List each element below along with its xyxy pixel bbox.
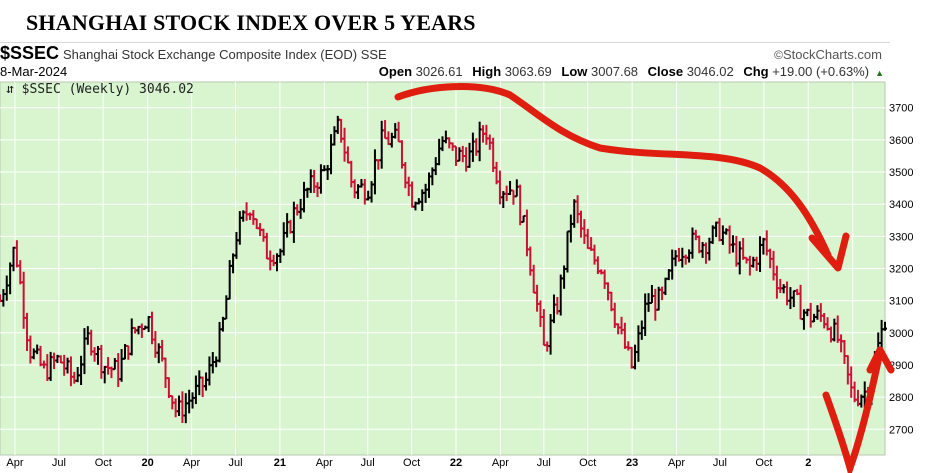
- close-value: 3046.02: [686, 64, 734, 79]
- rebound-arrowhead: [866, 346, 895, 374]
- x-tick-label: Oct: [579, 457, 596, 469]
- y-tick-label: 3100: [889, 296, 913, 308]
- y-tick-label: 2800: [889, 392, 913, 404]
- brand-name: StockCharts.com: [783, 47, 882, 62]
- legend-text: $SSEC (Weekly) 3046.02: [21, 82, 194, 97]
- x-tick-label: 2: [805, 457, 811, 469]
- x-tick-label: Oct: [95, 457, 112, 469]
- high-value: 3063.69: [504, 64, 552, 79]
- x-tick-label: Jul: [52, 457, 66, 469]
- x-tick-label: Apr: [316, 457, 333, 469]
- open-value: 3026.61: [415, 64, 463, 79]
- x-tick-label: Apr: [6, 457, 23, 469]
- page-title: SHANGHAI STOCK INDEX OVER 5 YEARS: [26, 10, 476, 35]
- quote-date: 8-Mar-2024: [0, 64, 68, 79]
- y-tick-label: 3600: [889, 135, 913, 147]
- copyright-icon: ©: [774, 48, 784, 62]
- x-tick-label: Jul: [537, 457, 551, 469]
- hand-drawn-annotations: [394, 83, 895, 473]
- y-tick-label: 3500: [889, 167, 913, 179]
- y-tick-label: 2700: [889, 424, 913, 436]
- y-tick-label: 3700: [889, 103, 913, 115]
- x-tick-label: 22: [450, 457, 462, 469]
- y-tick-label: 3400: [889, 199, 913, 211]
- low-label: Low: [561, 64, 588, 79]
- ohlc-row: 8-Mar-2024 Open 3026.61 High 3063.69 Low…: [0, 64, 890, 80]
- y-axis: 2700 2800 2900 3000 3100 3200 3300 3400 3500 3600…: [889, 103, 913, 437]
- rebound-arrow: [822, 348, 884, 473]
- x-axis: Apr Jul Oct 20 Apr Jul 21 Apr Jul Oct 22 Apr Jul Oct 2…: [6, 457, 811, 469]
- y-tick-label: 3300: [889, 231, 913, 243]
- up-arrow-icon: ▲: [875, 68, 884, 78]
- legend-icon: ⇵: [6, 82, 14, 97]
- x-tick-label: Jul: [713, 457, 727, 469]
- chg-label: Chg: [743, 64, 769, 79]
- x-tick-label: 20: [142, 457, 154, 469]
- x-tick-label: 23: [626, 457, 638, 469]
- x-tick-label: Oct: [755, 457, 772, 469]
- x-tick-label: 21: [274, 457, 286, 469]
- ticker-description: Shanghai Stock Exchange Composite Index …: [63, 47, 387, 62]
- chart-legend: ⇵ $SSEC (Weekly) 3046.02: [6, 82, 194, 97]
- y-tick-label: 2900: [889, 360, 913, 372]
- y-tick-label: 3200: [889, 264, 913, 276]
- open-label: Open: [378, 64, 413, 79]
- low-value: 3007.68: [591, 64, 639, 79]
- header-divider: [0, 42, 890, 43]
- brand-label[interactable]: ©StockCharts.com: [774, 47, 882, 62]
- x-tick-label: Apr: [668, 457, 685, 469]
- close-label: Close: [647, 64, 684, 79]
- y-tick-label: 3000: [889, 328, 913, 340]
- x-tick-label: Oct: [403, 457, 420, 469]
- x-tick-label: Jul: [361, 457, 375, 469]
- x-tick-label: Apr: [492, 457, 509, 469]
- high-label: High: [472, 64, 502, 79]
- x-tick-label: Apr: [183, 457, 200, 469]
- chg-value: +19.00 (+0.63%): [772, 64, 870, 79]
- downtrend-arrow: [394, 83, 832, 259]
- price-bars: [0, 115, 887, 424]
- ticker-symbol: $SSEC: [0, 43, 60, 63]
- x-tick-label: Jul: [228, 457, 242, 469]
- downtrend-arrowhead: [808, 232, 850, 272]
- ohlc-values: Open 3026.61 High 3063.69 Low 3007.68 Cl…: [379, 64, 884, 79]
- symbol-row: $SSEC Shanghai Stock Exchange Composite …: [0, 43, 890, 63]
- ohlc-bar: [883, 321, 887, 331]
